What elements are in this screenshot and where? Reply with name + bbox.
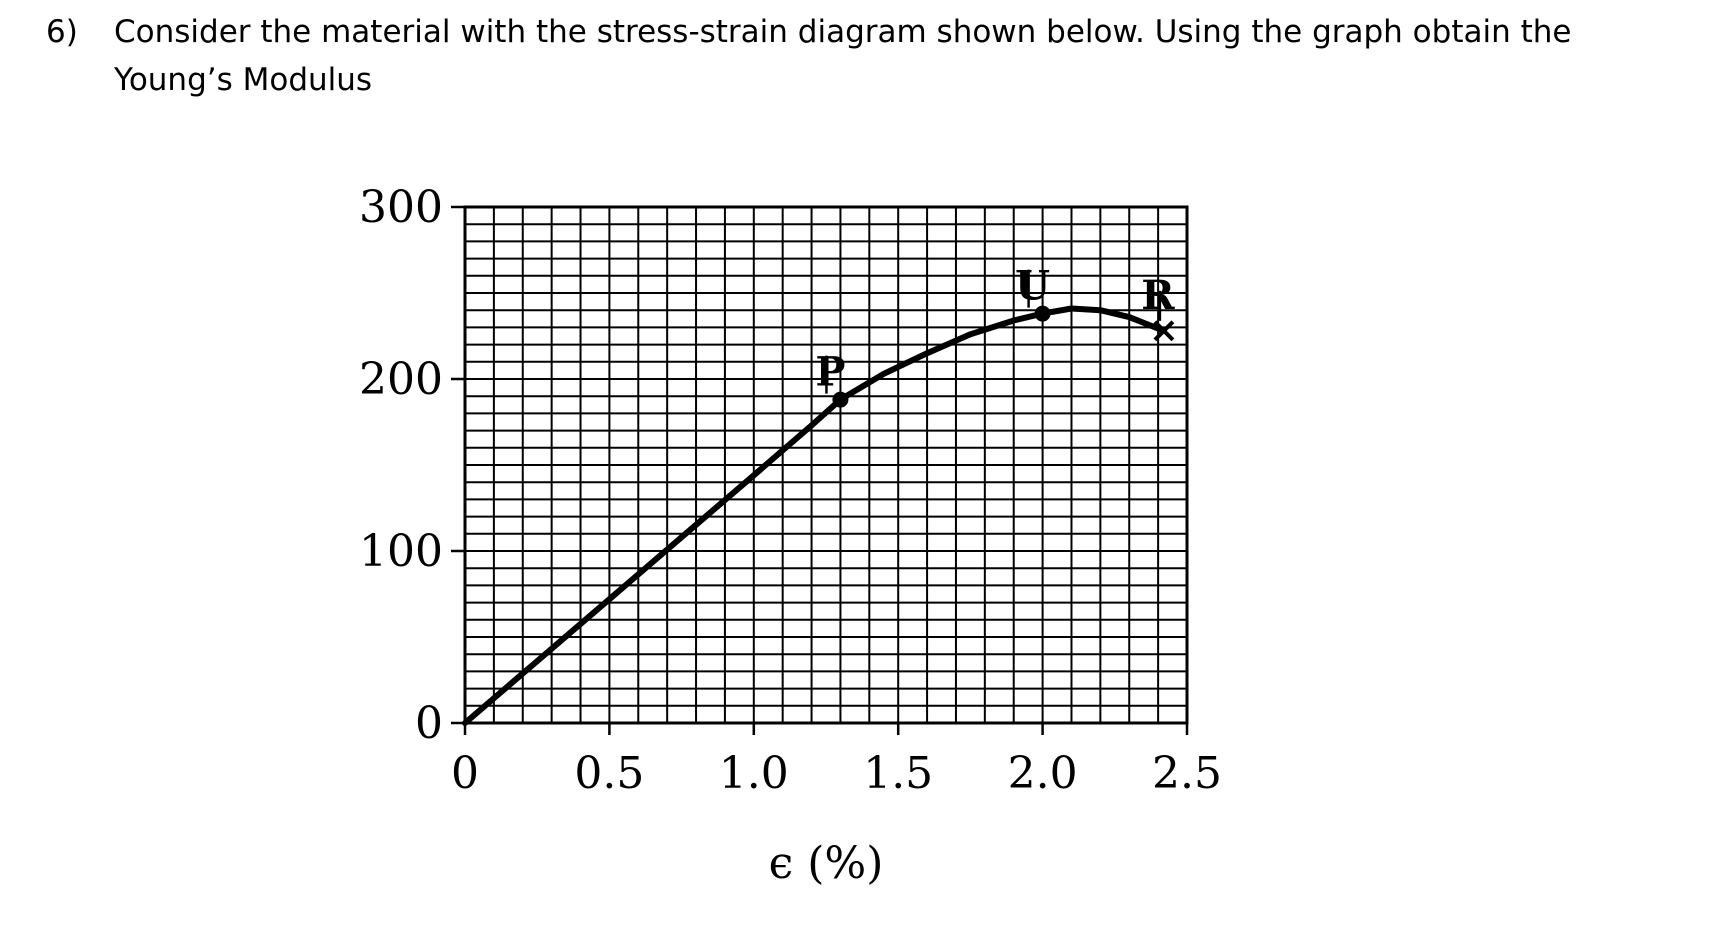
- question-line-1: 6) Consider the material with the stress…: [46, 8, 1696, 56]
- y-tick-label: 200: [359, 354, 443, 405]
- x-tick-labels: 0 0.5 1.0 1.5 2.0 2.5: [451, 748, 1222, 799]
- y-tick-label: 100: [359, 526, 443, 577]
- question-number: 6): [46, 14, 78, 50]
- x-tick-label: 2.0: [1008, 748, 1078, 799]
- y-tick-labels: 0 100 200 300: [359, 182, 443, 749]
- stress-strain-curve: [462, 305, 1167, 726]
- grid: [465, 207, 1187, 723]
- question-text-line-2: Young’s Modulus: [114, 62, 373, 98]
- point-p-label: P: [815, 349, 845, 396]
- point-u-label: U: [1015, 263, 1050, 310]
- point-r-marker: [1153, 320, 1175, 342]
- point-p-marker: [832, 391, 849, 408]
- point-u-marker: [1034, 305, 1051, 322]
- question-text-line-1: Consider the material with the stress-st…: [114, 14, 1572, 50]
- question-block: 6) Consider the material with the stress…: [46, 8, 1696, 104]
- point-markers: P U R: [815, 263, 1175, 408]
- point-r-label: R: [1141, 272, 1175, 319]
- x-tick-label: 0.5: [574, 748, 644, 799]
- x-axis-label: ϵ (%): [769, 838, 884, 889]
- x-tick-label: 1.0: [719, 748, 789, 799]
- x-tick-label: 0: [451, 748, 479, 799]
- y-tick-label: 0: [415, 698, 443, 749]
- x-tick-label: 2.5: [1152, 748, 1222, 799]
- axis-ticks: [451, 205, 1189, 735]
- x-tick-label: 1.5: [863, 748, 933, 799]
- y-tick-label: 300: [359, 182, 443, 233]
